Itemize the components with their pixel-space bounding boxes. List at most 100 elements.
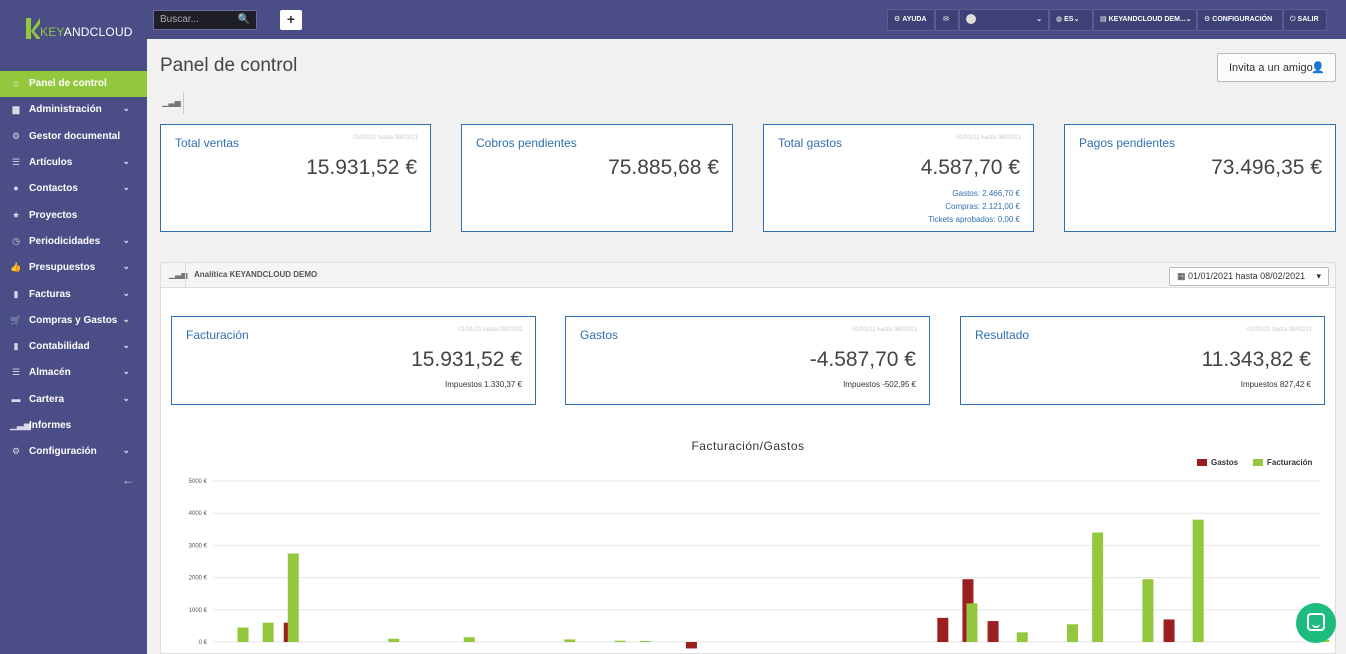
sidebar-item-configuracion[interactable]: ⚙ Configuración ⌄ bbox=[0, 439, 147, 465]
chevron-down-icon: ⌄ bbox=[1036, 16, 1042, 23]
user-menu[interactable]: ⌄ bbox=[959, 9, 1049, 31]
config-button[interactable]: ⚙ CONFIGURACIÓN bbox=[1197, 9, 1283, 31]
card-title: Gastos bbox=[580, 328, 619, 342]
bar-chart-icon: ▁▃▅ bbox=[169, 270, 188, 279]
sidebar-item-administracion[interactable]: ▆ Administración ⌄ bbox=[0, 97, 147, 123]
legend-label: Facturación bbox=[1267, 458, 1312, 467]
card-resultado: Resultado 01/01/21 hasta 08/02/21 11.343… bbox=[960, 316, 1325, 405]
chevron-down-icon: ⌄ bbox=[122, 235, 130, 245]
sidebar-item-label: Gestor documental bbox=[29, 131, 121, 142]
card-total-gastos: Total gastos 01/01/21 hasta 08/02/21 4.5… bbox=[763, 124, 1034, 232]
file-icon: ▮ bbox=[13, 341, 19, 351]
analytics-panel: ▁▃▅ Analítica KEYANDCLOUD DEMO ▦ 01/01/2… bbox=[160, 262, 1336, 654]
y-tick-label: 5000 € bbox=[189, 479, 208, 485]
help-button[interactable]: ⚙ AYUDA bbox=[887, 9, 935, 31]
chevron-down-icon: ⌄ bbox=[122, 340, 130, 350]
collapse-sidebar-icon[interactable]: ← bbox=[122, 473, 134, 487]
chart-bar bbox=[1092, 532, 1104, 642]
card-title: Facturación bbox=[186, 328, 249, 342]
list-icon: ☰ bbox=[11, 157, 21, 167]
stats-tab[interactable]: ▁▃▅ bbox=[160, 92, 184, 114]
y-tick-label: 3000 € bbox=[189, 543, 208, 549]
page-title: Panel de control bbox=[160, 55, 298, 76]
gear-icon: ⚙ bbox=[11, 446, 21, 456]
globe-icon: ◍ bbox=[1056, 16, 1063, 23]
sidebar: ⌂ Panel de control ▆ Administración ⌄ ⚙ … bbox=[0, 39, 147, 654]
sidebar-item-facturas[interactable]: ▮ Facturas ⌄ bbox=[0, 282, 147, 308]
app-logo[interactable]: KEYANDCLOUD bbox=[0, 0, 147, 44]
chevron-down-icon: ⌄ bbox=[122, 366, 130, 376]
legend-swatch bbox=[1253, 459, 1263, 466]
sidebar-item-contactos[interactable]: ● Contactos ⌄ bbox=[0, 176, 147, 202]
card-title: Resultado bbox=[975, 328, 1030, 342]
date-range-picker[interactable]: ▦ 01/01/2021 hasta 08/02/2021 ▾ bbox=[1169, 267, 1329, 286]
sidebar-item-articulos[interactable]: ☰ Artículos ⌄ bbox=[0, 150, 147, 176]
chat-icon bbox=[1307, 613, 1325, 631]
sidebar-item-compras-y-gastos[interactable]: 🛒 Compras y Gastos ⌄ bbox=[0, 308, 147, 334]
card-date: 01/01/21 hasta 08/02/21 bbox=[956, 135, 1021, 141]
card-amount: 4.587,70 € bbox=[920, 156, 1020, 179]
sidebar-item-panel-de-control[interactable]: ⌂ Panel de control bbox=[0, 71, 147, 97]
language-menu[interactable]: ◍ ES⌄ bbox=[1049, 9, 1093, 31]
chat-button[interactable] bbox=[1296, 603, 1336, 643]
card-pagos-pendientes: Pagos pendientes 73.496,35 € bbox=[1064, 124, 1336, 232]
chevron-down-icon: ⌄ bbox=[122, 156, 130, 166]
clock-icon: ◷ bbox=[12, 236, 20, 246]
chart-bar bbox=[966, 603, 978, 642]
company-menu[interactable]: ▤ KEYANDCLOUD DEM...⌄ bbox=[1093, 9, 1197, 31]
star-icon: ★ bbox=[11, 210, 21, 220]
file-icon: ▮ bbox=[13, 289, 19, 299]
card-amount: 15.931,52 € bbox=[411, 348, 522, 371]
sidebar-item-informes[interactable]: ▁▃▅ Informes bbox=[0, 413, 147, 439]
chevron-down-icon: ⌄ bbox=[1185, 16, 1192, 23]
sidebar-item-presupuestos[interactable]: 👍 Presupuestos ⌄ bbox=[0, 255, 147, 281]
compras-breakdown: Compras: 2.121,00 € bbox=[945, 202, 1020, 211]
logo-k-icon bbox=[26, 18, 40, 44]
chart-bar bbox=[685, 642, 697, 649]
sidebar-item-label: Administración bbox=[29, 104, 102, 115]
cart-icon: 🛒 bbox=[10, 315, 22, 325]
sidebar-item-proyectos[interactable]: ★ Proyectos bbox=[0, 203, 147, 229]
invite-label: Invita a un amigo bbox=[1229, 62, 1313, 74]
card-date: 01/01/21 hasta 08/02/21 bbox=[852, 327, 917, 333]
chart-bar bbox=[287, 553, 299, 642]
chart-bar bbox=[1192, 519, 1204, 642]
card-amount: -4.587,70 € bbox=[809, 348, 916, 371]
add-button[interactable]: + bbox=[280, 10, 302, 30]
logout-button[interactable]: ⏻ SALIR bbox=[1283, 9, 1327, 31]
sidebar-item-almacen[interactable]: ☰ Almacén ⌄ bbox=[0, 360, 147, 386]
chart-title: Facturación/Gastos bbox=[691, 439, 804, 453]
sidebar-item-cartera[interactable]: ▬ Cartera ⌄ bbox=[0, 387, 147, 413]
search-icon[interactable]: 🔍 bbox=[237, 14, 250, 25]
chart-bar bbox=[262, 622, 274, 642]
date-range-value: 01/01/2021 hasta 08/02/2021 bbox=[1188, 271, 1306, 281]
sidebar-item-label: Presupuestos bbox=[29, 262, 96, 273]
chevron-down-icon: ⌄ bbox=[1073, 16, 1080, 23]
bar-chart-icon: ▁▃▅ bbox=[162, 98, 181, 107]
messages-button[interactable]: ✉ bbox=[935, 9, 959, 31]
chevron-down-icon: ⌄ bbox=[122, 103, 130, 113]
sidebar-item-gestor-documental[interactable]: ⚙ Gestor documental bbox=[0, 124, 147, 150]
legend-label: Gastos bbox=[1211, 458, 1239, 467]
chart-bar bbox=[564, 639, 576, 642]
card-date: 01/01/21 hasta 08/02/21 bbox=[1247, 327, 1312, 333]
y-tick-label: 0 € bbox=[199, 640, 208, 646]
card-title: Pagos pendientes bbox=[1079, 136, 1176, 150]
search-placeholder: Buscar... bbox=[160, 14, 199, 25]
analytics-header: ▁▃▅ Analítica KEYANDCLOUD DEMO ▦ 01/01/2… bbox=[161, 263, 1335, 288]
envelope-icon: ✉ bbox=[943, 16, 949, 23]
sidebar-item-periodicidades[interactable]: ◷ Periodicidades ⌄ bbox=[0, 229, 147, 255]
legend-swatch bbox=[1197, 459, 1207, 466]
chevron-down-icon: ⌄ bbox=[122, 182, 130, 192]
chart-bar bbox=[614, 640, 626, 642]
caret-down-icon: ▾ bbox=[1316, 271, 1321, 281]
search-input[interactable]: Buscar... 🔍 bbox=[153, 10, 257, 30]
chart-bar bbox=[937, 617, 949, 642]
chart-bar bbox=[1016, 632, 1028, 642]
tickets-breakdown: Tickets aprobados: 0,00 € bbox=[928, 215, 1020, 224]
sidebar-item-contabilidad[interactable]: ▮ Contabilidad ⌄ bbox=[0, 334, 147, 360]
sidebar-item-label: Almacén bbox=[29, 367, 71, 378]
invite-friend-button[interactable]: Invita a un amigo 👤 bbox=[1217, 53, 1336, 82]
book-icon: ▬ bbox=[11, 394, 21, 404]
top-bar: KEYANDCLOUD Buscar... 🔍 + ⚙ AYUDA ✉ ⌄ ◍ ES… bbox=[0, 0, 1346, 44]
